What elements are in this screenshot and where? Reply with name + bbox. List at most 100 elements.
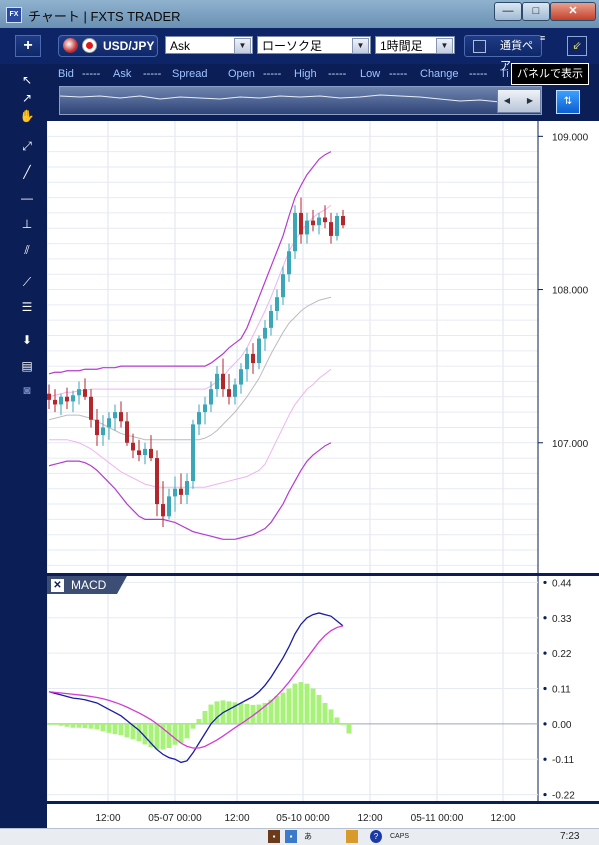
tray-app-icon[interactable]: あ [304, 832, 312, 841]
cursor-arrow-icon[interactable]: ↖ [21, 73, 33, 87]
scroll-left-icon[interactable]: ◀ [503, 96, 511, 105]
x-tick-label: 12:00 [490, 813, 515, 824]
timeframe-value: 1時間足 [380, 39, 423, 53]
close-indicator-icon[interactable]: ✕ [51, 579, 64, 592]
candle-body [197, 412, 201, 425]
candle-body [53, 399, 57, 405]
histogram-bar [298, 682, 304, 724]
histogram-bar [340, 723, 346, 725]
menu-lines-icon[interactable]: ≡ [540, 33, 546, 43]
candle-body [185, 481, 189, 495]
change-label: Change [420, 68, 459, 80]
crosshair-cursor-icon[interactable]: ↗ [21, 91, 33, 105]
currency-pair-panel-toggle[interactable]: 通貨ペア [464, 35, 542, 72]
symbol-button[interactable]: USD/JPY [58, 35, 158, 57]
histogram-bar [172, 723, 178, 745]
fan-lines-icon[interactable]: ⟋ [22, 275, 32, 289]
candle-body [191, 424, 195, 482]
minimize-button[interactable]: — [494, 2, 522, 21]
price-side-value: Ask [170, 39, 191, 53]
chart-type-value: ローソク足 [262, 39, 323, 53]
tray-app-icon[interactable]: ▪ [285, 830, 297, 843]
spread-label: Spread [172, 68, 208, 80]
hand-pan-icon[interactable]: ✋ [19, 109, 35, 123]
panel-checkbox[interactable] [473, 40, 486, 53]
add-chart-button[interactable]: + [15, 35, 41, 57]
histogram-bar [118, 723, 124, 736]
x-tick-label: 05-10 00:00 [276, 813, 330, 824]
histogram-bar [100, 723, 106, 732]
maximize-button[interactable]: □ [522, 2, 550, 21]
chart-area[interactable]: 109.000 108.000 107.000 0.44 0.33 0.22 0.11 0.… [46, 121, 599, 804]
candle-body [221, 373, 225, 390]
candle-body [107, 418, 111, 428]
vertical-line-icon[interactable]: ⊥ [21, 217, 33, 231]
download-icon[interactable]: ⬇ [21, 333, 33, 347]
candle-body [275, 297, 279, 311]
price-side-select[interactable]: Ask ▼ [165, 36, 253, 54]
chart-navigator[interactable] [59, 86, 542, 115]
histogram-bar [286, 688, 292, 724]
quote-bar: Bid ----- Ask ----- Spread Open ----- Hi… [47, 64, 599, 84]
candle-body [227, 389, 231, 397]
histogram-bar [292, 683, 298, 724]
candle-body [233, 384, 237, 397]
candle-body [167, 496, 171, 517]
candle-body [323, 217, 327, 223]
candle-body [173, 488, 177, 497]
timeframe-select[interactable]: 1時間足 ▼ [375, 36, 455, 54]
histogram-bar [208, 704, 214, 724]
y-tick-label: -0.22 [552, 791, 575, 802]
pin-icon[interactable]: ⤢ [22, 139, 32, 153]
histogram-bar [142, 723, 148, 745]
histogram-bar [112, 723, 118, 735]
candle-body [131, 442, 135, 451]
bollinger-bands [48, 151, 332, 540]
trend-line-icon[interactable]: ╱ [23, 165, 31, 179]
jp-flag-icon [82, 38, 97, 53]
candle-body [125, 421, 129, 443]
histogram-bar [196, 719, 202, 724]
y-tick-label: 0.22 [552, 649, 572, 660]
x-tick-label: 12:00 [357, 813, 382, 824]
y-tick-label: 107.000 [552, 439, 589, 450]
open-value: ----- [263, 68, 282, 80]
dock-arrow-icon[interactable]: ⇙ [567, 36, 587, 56]
camera-icon[interactable]: ◙ [23, 383, 31, 397]
histogram-bar [256, 704, 262, 724]
help-icon[interactable]: ? [370, 830, 382, 843]
histogram-bar [160, 723, 166, 750]
chart-type-select[interactable]: ローソク足 ▼ [257, 36, 371, 54]
histogram-bar [328, 709, 334, 724]
candle-body [281, 274, 285, 298]
bid-value: ----- [82, 68, 101, 80]
y-tick-dot [543, 757, 547, 761]
close-button[interactable]: ✕ [550, 2, 596, 21]
candle-body [47, 393, 51, 400]
chevron-down-icon: ▼ [352, 38, 369, 54]
band-upper [48, 151, 332, 375]
list-icon[interactable]: ▤ [21, 359, 33, 373]
horizontal-line-icon[interactable]: — [21, 191, 33, 205]
us-flag-icon [63, 38, 78, 53]
pane-separator [47, 573, 599, 576]
band-lower [48, 442, 332, 540]
navigator-scroll-thumb[interactable]: ◀ ▶ [497, 89, 541, 113]
parallel-lines-icon[interactable]: ⫽ [24, 243, 30, 257]
fibonacci-icon[interactable]: ☰ [21, 300, 33, 314]
candle-body [59, 396, 63, 405]
candle-body [215, 373, 219, 390]
scroll-right-icon[interactable]: ▶ [526, 96, 534, 105]
tray-app-icon[interactable] [346, 830, 358, 843]
histogram-bar [94, 723, 100, 730]
navigator-settings-icon[interactable]: ⇅ [556, 90, 580, 114]
y-tick-label: 108.000 [552, 286, 589, 297]
x-tick-label: 05-11 00:00 [411, 813, 464, 824]
chevron-down-icon: ▼ [234, 38, 251, 54]
histogram-bar [280, 692, 286, 724]
caps-indicator: CAPS [390, 833, 410, 840]
time-label: Ti [500, 68, 509, 80]
histogram-bar [190, 723, 196, 729]
tray-app-icon[interactable]: ▪ [268, 830, 280, 843]
